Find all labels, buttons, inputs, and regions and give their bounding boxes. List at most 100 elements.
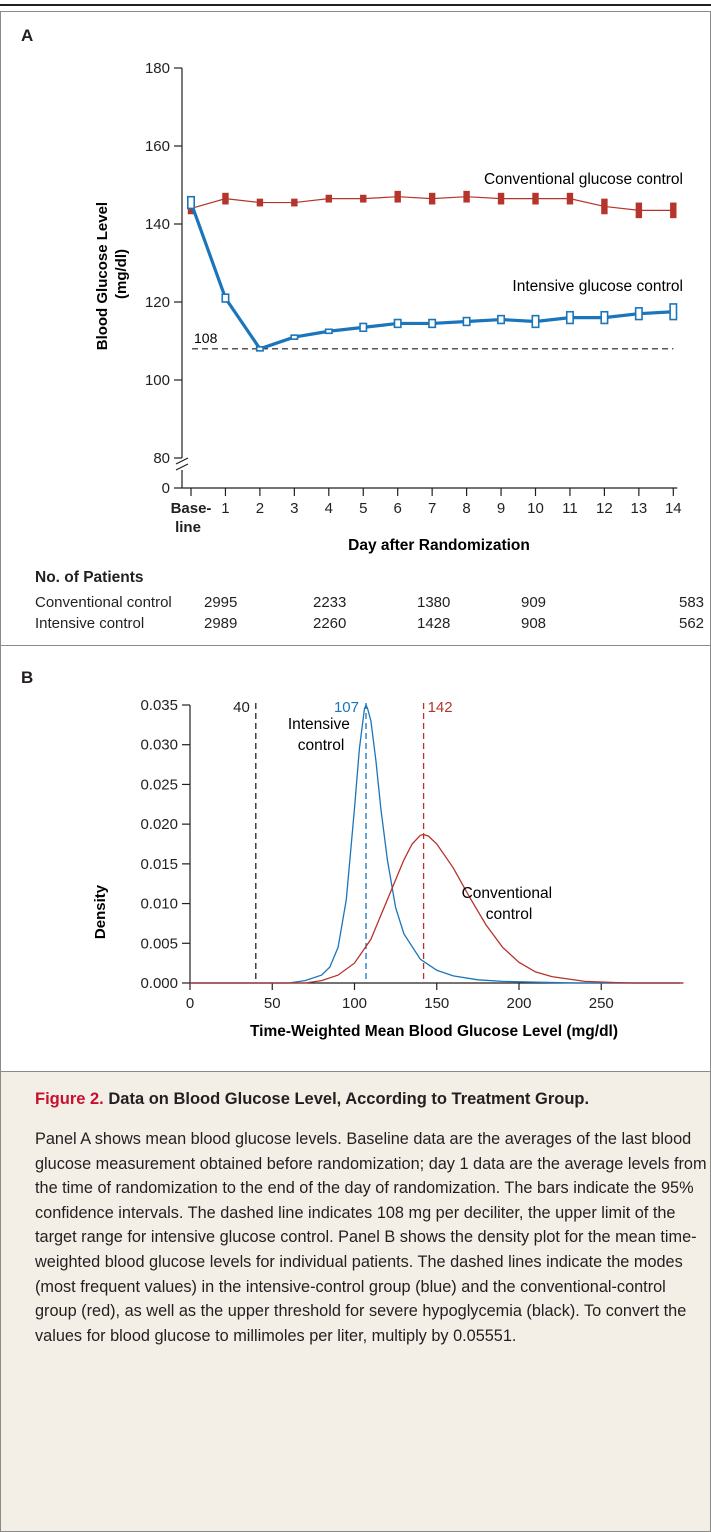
axis-break-a-2 [175, 463, 189, 471]
axis-break-a-1 [175, 457, 189, 465]
ci-bar-intensive [634, 307, 643, 321]
density-conventional [190, 833, 684, 984]
patient-count-value: 2233 [313, 594, 347, 611]
ci-bar-conventional [428, 192, 436, 205]
label-conventional-control: Conventional control [462, 885, 557, 923]
chart-b-marks: 40 107 142 [190, 699, 684, 984]
ci-bar-intensive [324, 328, 333, 335]
ci-bar-conventional [222, 192, 229, 205]
density-intensive [190, 703, 684, 984]
y-tick-label-b: 0.025 [140, 776, 178, 793]
legend-conventional: Conventional glucose control [484, 171, 683, 188]
x-tick-label-a: 8 [462, 500, 470, 517]
caption-body: Panel A shows mean blood glucose levels.… [35, 1130, 707, 1345]
label-conventional-line1: Conventional [462, 885, 552, 902]
ci-bar-conventional [291, 198, 298, 207]
patients-heading: No. of Patients [35, 569, 144, 586]
patient-count-label: Intensive control [35, 615, 145, 632]
chart-a-ylabel: Blood Glucose Level (mg/dl) [94, 198, 130, 351]
top-rule [0, 4, 711, 6]
x-tick-label-a: 5 [359, 500, 367, 517]
x-tick-label-a: 9 [497, 500, 505, 517]
x-tick-label-a: 3 [290, 500, 298, 517]
ci-bar-intensive [462, 316, 471, 327]
y-tick-label-b: 0.015 [140, 856, 178, 873]
caption-title-text: Data on Blood Glucose Level, According t… [108, 1090, 590, 1108]
x-tick-label-b: 150 [424, 995, 449, 1012]
ci-bar-intensive [359, 322, 368, 333]
ci-bar-intensive [290, 334, 299, 340]
chart-a-xlabel: Day after Randomization [348, 537, 530, 554]
patient-count-value: 1380 [417, 594, 451, 611]
ci-bar-conventional [532, 192, 539, 205]
ci-bar-conventional [256, 198, 264, 207]
caption-title: Figure 2. Data on Blood Glucose Level, A… [35, 1090, 695, 1109]
x-tick-label-b: 50 [264, 995, 281, 1012]
x-tick-label-a-baseline: Base-line [171, 500, 212, 536]
x-tick-label-a: 4 [325, 500, 333, 517]
chart-b: 0.035 0.030 0.025 0.020 0.015 0.010 0.005 0.000… [92, 697, 684, 1040]
ci-bar-conventional [635, 202, 643, 219]
chart-b-ylabel: Density [92, 884, 109, 939]
y-tick-label-a: 100 [145, 372, 170, 389]
x-tick-label-b: 100 [342, 995, 367, 1012]
ci-bar-intensive [428, 318, 437, 329]
x-tick-label-a: 1 [221, 500, 229, 517]
label-intensive-control: Intensive control [288, 716, 354, 754]
ci-bar-conventional [601, 198, 608, 215]
ci-bar-intensive [187, 195, 196, 210]
label-conventional-line2: control [486, 906, 533, 923]
patient-count-value: 2989 [204, 615, 238, 632]
x-tick-label-a: 11 [562, 500, 578, 517]
x-tick-label-a: 14 [665, 500, 682, 517]
x-tick-label-a: 2 [256, 500, 264, 517]
patient-count-value: 908 [521, 615, 547, 632]
mode-label-40: 40 [233, 699, 250, 716]
panel-b: B 0.035 0.030 0.025 0.020 0.015 0.010 0.005 0.0… [0, 646, 711, 1072]
y-tick-label-a: 160 [145, 138, 170, 155]
ci-bar-conventional [670, 202, 677, 219]
ci-bar-intensive [531, 314, 540, 329]
caption-figure-number: Figure 2. [35, 1090, 104, 1108]
y-tick-label-a: 180 [145, 60, 170, 77]
reference-line-label: 108 [194, 330, 218, 346]
chart-a-ylabel-line1: Blood Glucose Level [94, 202, 111, 350]
panel-a: A 180 160 140 120 100 80 0 Base-line 1 2 3 4 5 6 7 8 9 10… [0, 11, 711, 646]
ci-bar-conventional [463, 190, 470, 203]
x-tick-label-a: 6 [394, 500, 402, 517]
mode-label-142: 142 [428, 699, 453, 716]
ci-bar-conventional [566, 192, 574, 205]
y-tick-label-b: 0.030 [140, 737, 178, 754]
ci-bar-intensive [669, 303, 678, 321]
y-tick-label-a: 120 [145, 294, 170, 311]
x-tick-label-b: 200 [506, 995, 531, 1012]
patient-count-value: 1428 [417, 615, 451, 632]
y-tick-label-b: 0.020 [140, 816, 178, 833]
y-tick-label-a: 140 [145, 216, 170, 233]
y-tick-label-a: 0 [162, 480, 170, 497]
chart-b-axes: 0.035 0.030 0.025 0.020 0.015 0.010 0.005 0.000… [140, 697, 680, 1012]
y-tick-label-a: 80 [153, 450, 170, 467]
y-tick-label-b: 0.035 [140, 697, 178, 714]
ci-bar-conventional [325, 194, 332, 203]
ci-bar-intensive [255, 346, 264, 352]
patient-count-value: 2995 [204, 594, 238, 611]
ci-bar-conventional [360, 194, 367, 203]
x-tick-label-a: 12 [596, 500, 613, 517]
ci-bar-conventional [497, 192, 505, 205]
x-tick-label-b: 0 [186, 995, 194, 1012]
panel-b-letter: B [21, 668, 34, 687]
panel-a-letter: A [21, 26, 34, 45]
ci-bar-intensive [221, 293, 230, 303]
chart-b-xlabel: Time-Weighted Mean Blood Glucose Level (… [250, 1023, 618, 1040]
ci-bar-intensive [497, 314, 506, 325]
ci-bar-conventional [394, 190, 401, 203]
x-tick-label-a: 10 [527, 500, 544, 517]
ci-bar-intensive [393, 318, 402, 329]
patient-count-value: 2260 [313, 615, 347, 632]
label-intensive-line2: control [298, 737, 345, 754]
caption: Figure 2. Data on Blood Glucose Level, A… [0, 1072, 711, 1532]
y-tick-label-b: 0.000 [140, 975, 178, 992]
